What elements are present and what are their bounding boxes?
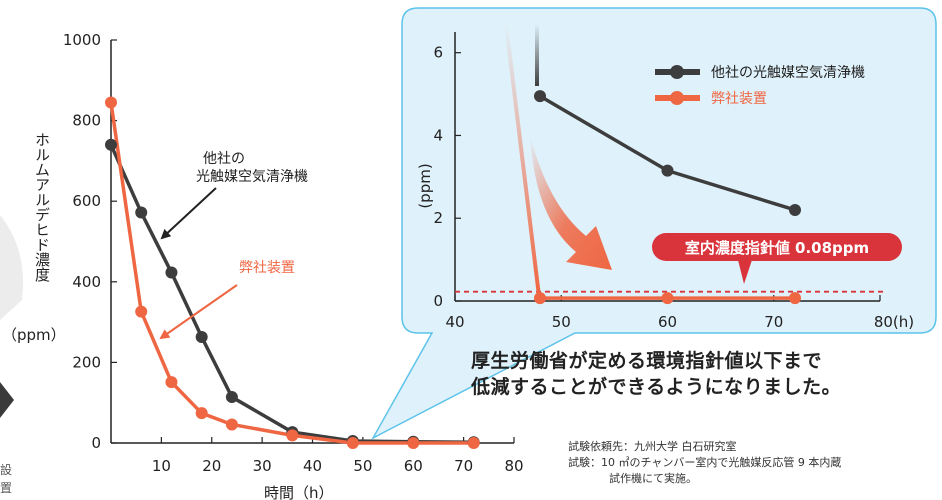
inset-xtick-label: 60 (658, 313, 677, 331)
inset-series-1-point-0 (534, 292, 546, 305)
legend-swatch-dot-0 (670, 65, 684, 79)
main-xtick-label: 10 (152, 457, 171, 475)
main-series-0-point-4 (225, 391, 238, 404)
threshold-badge (652, 233, 902, 261)
inset-series-0-point-0 (534, 90, 546, 103)
callout-competitor-arrow (160, 187, 217, 240)
inset-xtick-label: 80(h) (874, 313, 914, 331)
main-xtick-label: 70 (454, 457, 473, 475)
inset-ytick-label: 6 (433, 44, 443, 62)
main-xtick-label: 60 (404, 457, 423, 475)
callout-competitor-line-2: 光触媒空気清浄機 (196, 169, 308, 185)
main-series-1-point-0 (105, 96, 117, 109)
notes-line-1: 試験依頼先：九州大学 白石研究室 (568, 440, 737, 453)
threshold-label: 室内濃度指針値 0.08ppm (685, 239, 869, 257)
main-ytick-label: 200 (72, 353, 101, 371)
inset-xtick-label: 50 (552, 313, 571, 331)
inset-series-1-point-1 (661, 292, 674, 305)
inset-ytick-label: 4 (433, 126, 443, 144)
inset-series-0-point-2 (789, 203, 801, 216)
notes-line-2: 試験：10 ㎥のチャンバー室内で光触媒反応管 9 本内蔵 (568, 456, 842, 469)
legend-entry-0: 他社の光触媒空気清浄機 (711, 65, 865, 81)
inset-chart: 0 2 4 6 40 50 60 70 80(h) (ppm) 室内濃度指針値 0.08ppm… (416, 24, 914, 331)
main-ytick-label: 800 (72, 112, 101, 130)
main-series-1-point-5 (286, 429, 299, 442)
main-ytick-label: 0 (91, 434, 101, 452)
inset-series-0-point-1 (661, 164, 674, 177)
main-series-0-point-2 (165, 266, 178, 279)
test-notes: 試験依頼先：九州大学 白石研究室 試験：10 ㎥のチャンバー室内で光触媒反応管 … (568, 439, 841, 487)
callout-ours-arrow (159, 284, 238, 340)
legend-swatch-dot-1 (670, 91, 684, 105)
main-series-1-point-2 (165, 376, 178, 389)
notes-line-3: 試作機にて実施。 (609, 472, 697, 485)
inset-xtick-label: 40 (445, 313, 464, 331)
caption-line-1: 厚生労働省が定める環境指針値以下まで (471, 350, 823, 372)
main-xtick-label: 40 (303, 457, 322, 475)
main-series-1-point-3 (195, 407, 208, 420)
main-series-1-point-1 (135, 305, 148, 318)
main-xtick-label: 80 (504, 457, 523, 475)
edge-chevron-shape (0, 382, 14, 418)
inset-competitor-entry-line (535, 24, 539, 86)
inset-ours-entry-line (504, 24, 541, 296)
caption-line-2: 低減することができるようになりました。 (471, 376, 842, 398)
main-series-1-point-4 (225, 418, 238, 431)
main-xtick-label: 30 (253, 457, 272, 475)
main-xlabel: 時間（h） (264, 484, 334, 500)
threshold-badge-pointer (738, 260, 752, 284)
main-ylabel-unit: （ppm） (2, 326, 66, 344)
main-series-0-point-3 (195, 331, 208, 344)
main-xtick-label: 50 (353, 457, 372, 475)
main-xtick-label: 20 (202, 457, 221, 475)
conclusion-caption: 厚生労働省が定める環境指針値以下まで 低減することができるようになりました。 (471, 348, 841, 400)
zoom-callout-balloon (371, 7, 937, 440)
main-series-0-point-0 (105, 138, 117, 151)
main-series-0-point-1 (135, 206, 148, 219)
edge-cut-text-2: 置 (0, 481, 12, 495)
callout-competitor-line-1: 他社の (203, 151, 245, 167)
main-series-1-point-6 (346, 437, 359, 449)
decrease-arrow-shape (530, 135, 612, 270)
main-ylabel-text: ホルムアルデヒド濃度 (33, 132, 51, 282)
edge-cut-text-1: 設 (0, 462, 12, 477)
inset-series-1-point-2 (789, 292, 801, 305)
inset-ytick-label: 0 (433, 292, 443, 310)
main-ytick-label: 400 (72, 273, 101, 291)
inset-ylabel: (ppm) (416, 163, 434, 208)
main-ytick-label: 600 (72, 192, 101, 210)
inset-xtick-label: 70 (764, 313, 783, 331)
main-ytick-label: 1000 (63, 31, 101, 49)
main-series-1-point-7 (407, 437, 420, 449)
callout-ours-label: 弊社装置 (239, 260, 295, 276)
legend-entry-1: 弊社装置 (711, 91, 767, 107)
inset-ytick-label: 2 (433, 209, 443, 227)
main-series-1-point-8 (467, 437, 480, 449)
edge-gray-shape (0, 215, 24, 320)
